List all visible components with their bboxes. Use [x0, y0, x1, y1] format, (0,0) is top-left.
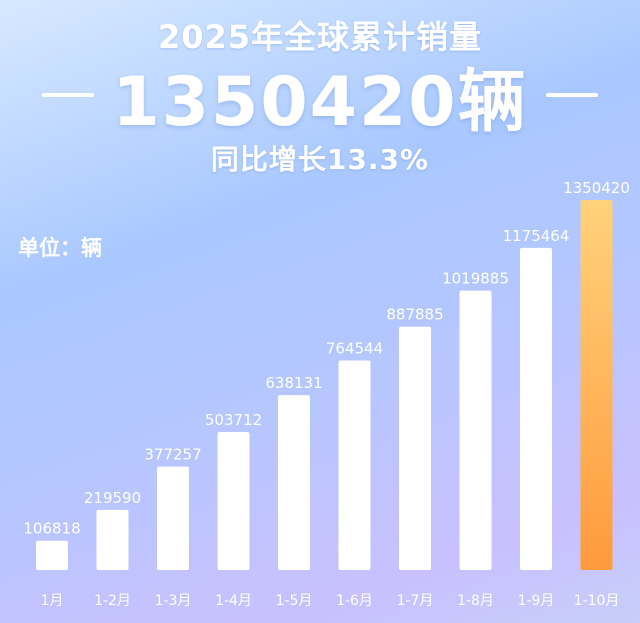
- bar: [338, 360, 371, 570]
- category-tick-label: 1-10月: [574, 593, 620, 609]
- category-tick-label: 1-2月: [94, 593, 131, 609]
- category-tick-label: 1月: [41, 593, 64, 609]
- left-dash-decoration: [42, 93, 95, 97]
- bar: [96, 509, 129, 570]
- bar-value-label: 377257: [144, 446, 201, 464]
- unit-label: 单位：辆: [18, 236, 102, 260]
- category-tick-label: 1-7月: [397, 593, 434, 609]
- bar: [520, 247, 552, 571]
- bar-value-label: 1350420: [563, 179, 630, 197]
- bar-value-label: 1019885: [442, 270, 509, 288]
- bar-value-label: 503712: [205, 411, 262, 429]
- bar: [278, 395, 310, 570]
- bar-value-label: 106818: [23, 520, 80, 538]
- bar-value-label: 219590: [84, 489, 141, 507]
- category-tick-label: 1-5月: [276, 593, 313, 609]
- bar: [399, 326, 431, 570]
- highlight-bar: [580, 200, 613, 570]
- category-tick-label: 1-8月: [457, 593, 494, 609]
- bar: [36, 540, 68, 570]
- bar-value-label: 638131: [265, 374, 322, 392]
- category-tick-label: 1-9月: [518, 593, 555, 609]
- bar-value-label: 887885: [386, 306, 443, 324]
- category-tick-label: 1-6月: [336, 593, 373, 609]
- bar-value-label: 764544: [326, 340, 383, 358]
- yoy-growth-text: 同比增长13.3%: [210, 143, 430, 176]
- bar: [157, 466, 189, 570]
- bar: [459, 290, 492, 570]
- category-tick-label: 1-3月: [155, 593, 192, 609]
- category-tick-label: 1-4月: [215, 593, 252, 609]
- right-dash-decoration: [545, 93, 598, 97]
- total-sales-value: 1350420辆: [112, 62, 528, 142]
- chart-title: 2025年全球累计销量: [157, 18, 483, 56]
- bar-value-label: 1175464: [503, 227, 570, 245]
- bar: [217, 431, 250, 570]
- total-sales-headline: 1350420辆: [0, 50, 640, 142]
